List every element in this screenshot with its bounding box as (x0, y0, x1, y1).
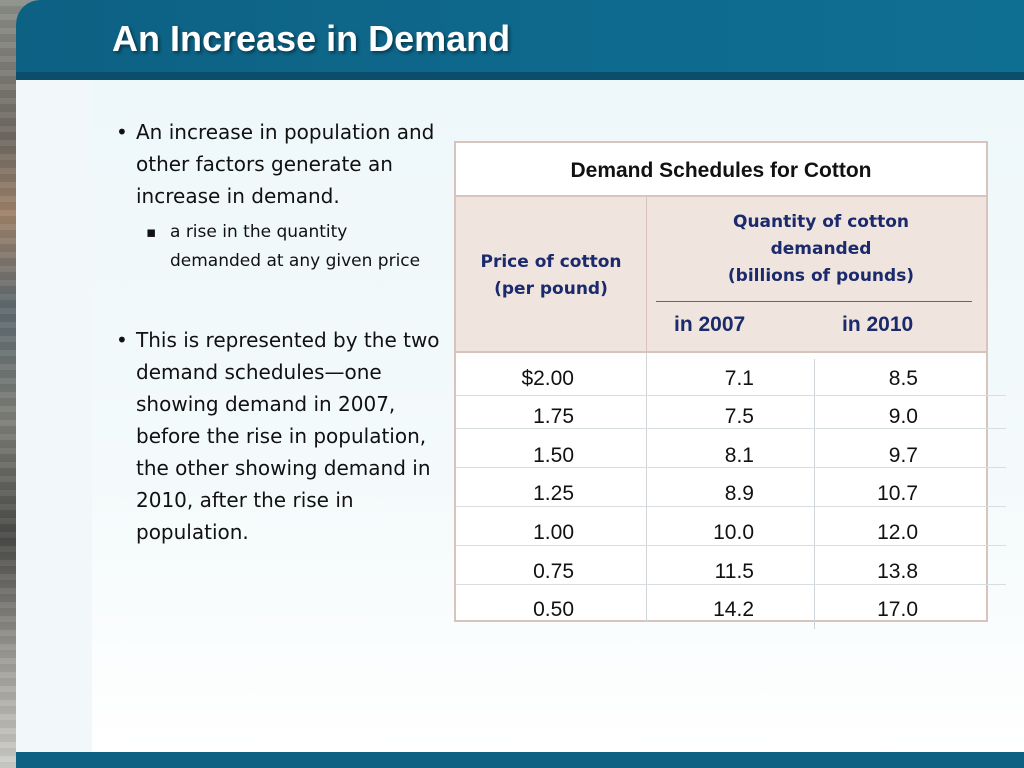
price-cell: 1.50 (533, 444, 574, 467)
demand-schedule-table: Demand Schedules for Cotton Price of cot… (454, 141, 1006, 629)
bottom-bar (16, 752, 1024, 768)
quantity-2010-cell: 9.7 (888, 444, 918, 467)
quantity-column-header: Quantity of cotton demanded (billions of… (656, 209, 986, 290)
row-divider (456, 428, 1006, 429)
year-2010-header: in 2010 (842, 313, 914, 336)
quantity-2010-cell: 13.8 (877, 560, 918, 583)
table-title: Demand Schedules for Cotton (570, 159, 872, 182)
title-bar-accent (16, 72, 1024, 80)
price-header-line: (per pound) (494, 279, 608, 299)
price-cell: 1.75 (533, 405, 574, 428)
price-cell: $2.00 (521, 367, 574, 390)
quantity-2007-cell: 14.2 (713, 598, 754, 621)
qty-header-line: (billions of pounds) (727, 266, 915, 286)
quantity-header-rule (656, 301, 972, 302)
title-bar: An Increase in Demand (16, 0, 1024, 80)
row-divider (456, 467, 1006, 468)
row-divider (456, 584, 1006, 585)
table-row: 1.75 7.5 9.0 (456, 391, 986, 429)
column-divider (646, 353, 647, 622)
bullet-list: An increase in population and other fact… (112, 116, 442, 548)
table-row: 1.25 8.9 10.7 (456, 468, 986, 506)
row-divider (456, 395, 1006, 396)
price-cell: 0.75 (533, 560, 574, 583)
quantity-2010-cell: 12.0 (877, 521, 918, 544)
column-divider (814, 359, 815, 629)
table-row: 1.50 8.1 9.7 (456, 430, 986, 468)
quantity-2007-cell: 8.1 (724, 444, 754, 467)
quantity-2010-cell: 10.7 (877, 482, 918, 505)
row-divider (456, 506, 1006, 507)
price-cell: 1.25 (533, 482, 574, 505)
quantity-2010-cell: 9.0 (888, 405, 918, 428)
table-row: $2.00 7.1 8.5 (456, 353, 986, 391)
price-column-header: Price of cotton (per pound) (456, 249, 646, 303)
sub-bullet-quantity: a rise in the quantity demanded at any g… (146, 218, 442, 276)
table-row: 1.00 10.0 12.0 (456, 507, 986, 545)
slide-title: An Increase in Demand (112, 18, 511, 59)
quantity-2007-cell: 8.9 (724, 482, 754, 505)
qty-header-line: demanded (770, 239, 872, 259)
table-header: Price of cotton (per pound) Quantity of … (456, 195, 986, 353)
table-row: 0.50 14.2 17.0 (456, 584, 986, 622)
quantity-2010-cell: 8.5 (888, 367, 918, 390)
header-divider (646, 197, 647, 353)
table-row: 0.75 11.5 13.8 (456, 546, 986, 584)
year-2007-header: in 2007 (674, 313, 746, 336)
bullet-item-population: An increase in population and other fact… (112, 116, 442, 212)
table-body: $2.00 7.1 8.5 1.75 7.5 9.0 1.50 8.1 9.7 … (456, 353, 1006, 629)
bullet-item-schedules: This is represented by the two demand sc… (112, 324, 442, 548)
price-cell: 1.00 (533, 521, 574, 544)
quantity-2010-cell: 17.0 (877, 598, 918, 621)
price-header-line: Price of cotton (480, 252, 622, 272)
qty-header-line: Quantity of cotton (733, 212, 909, 232)
row-divider (456, 545, 1006, 546)
price-cell: 0.50 (533, 598, 574, 621)
quantity-2007-cell: 11.5 (714, 560, 754, 583)
quantity-2007-cell: 10.0 (713, 521, 754, 544)
quantity-2007-cell: 7.5 (724, 405, 754, 428)
quantity-2007-cell: 7.1 (724, 367, 754, 390)
